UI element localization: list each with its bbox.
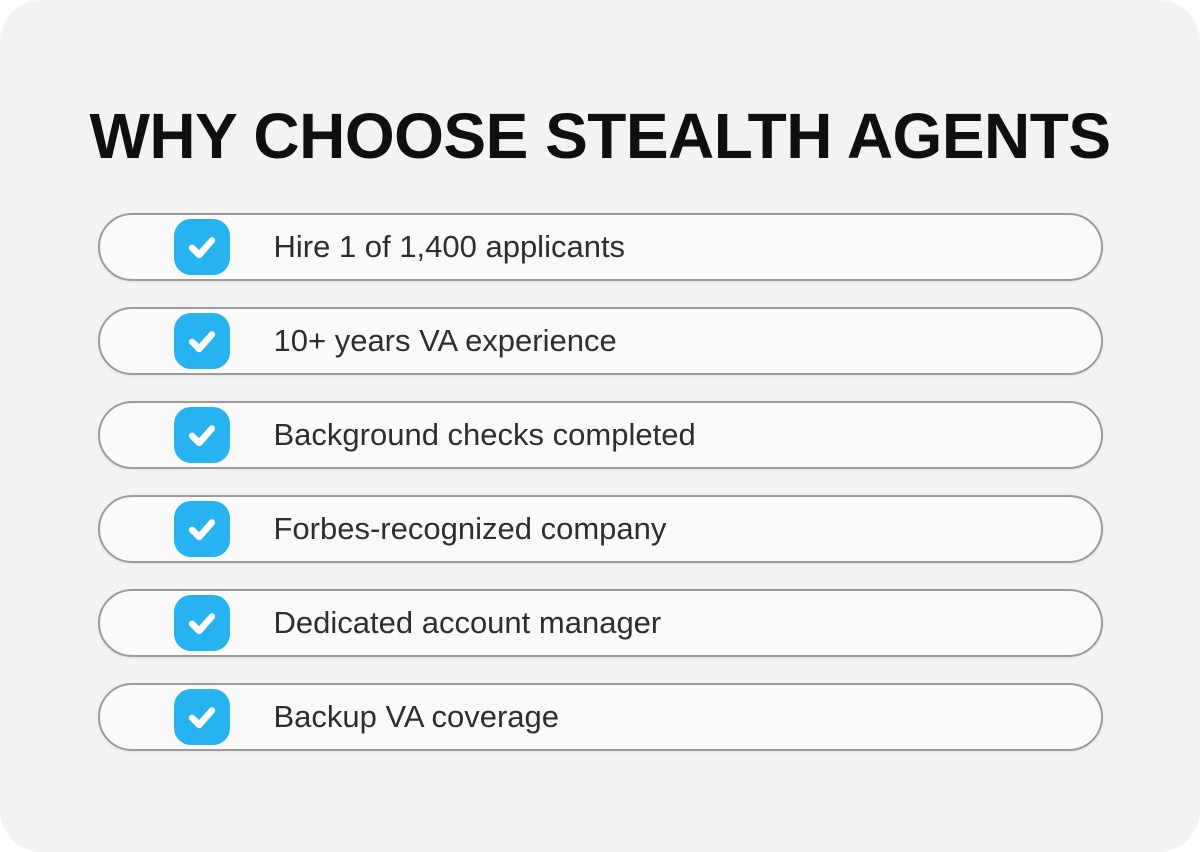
checkmark-icon — [173, 595, 230, 651]
benefit-list-item: Background checks completed — [97, 401, 1103, 469]
checkmark-icon — [173, 407, 230, 463]
benefits-list: Hire 1 of 1,400 applicants 10+ years VA … — [97, 213, 1103, 751]
checkmark-icon — [173, 501, 230, 557]
benefit-list-item: Dedicated account manager — [97, 589, 1103, 657]
checkmark-icon — [173, 313, 230, 369]
benefit-label: Hire 1 of 1,400 applicants — [273, 229, 626, 264]
benefit-label: Backup VA coverage — [273, 699, 560, 734]
benefit-label: Dedicated account manager — [273, 605, 662, 640]
benefit-list-item: Backup VA coverage — [97, 683, 1103, 751]
benefit-list-item: 10+ years VA experience — [97, 307, 1103, 375]
benefit-label: 10+ years VA experience — [273, 323, 617, 358]
checkmark-icon — [173, 219, 230, 275]
checkmark-icon — [173, 689, 230, 745]
benefit-list-item: Hire 1 of 1,400 applicants — [97, 213, 1103, 281]
benefit-label: Forbes-recognized company — [273, 511, 667, 546]
benefit-label: Background checks completed — [273, 417, 696, 452]
benefit-list-item: Forbes-recognized company — [97, 495, 1103, 563]
page-title: WHY CHOOSE STEALTH AGENTS — [89, 100, 1111, 172]
